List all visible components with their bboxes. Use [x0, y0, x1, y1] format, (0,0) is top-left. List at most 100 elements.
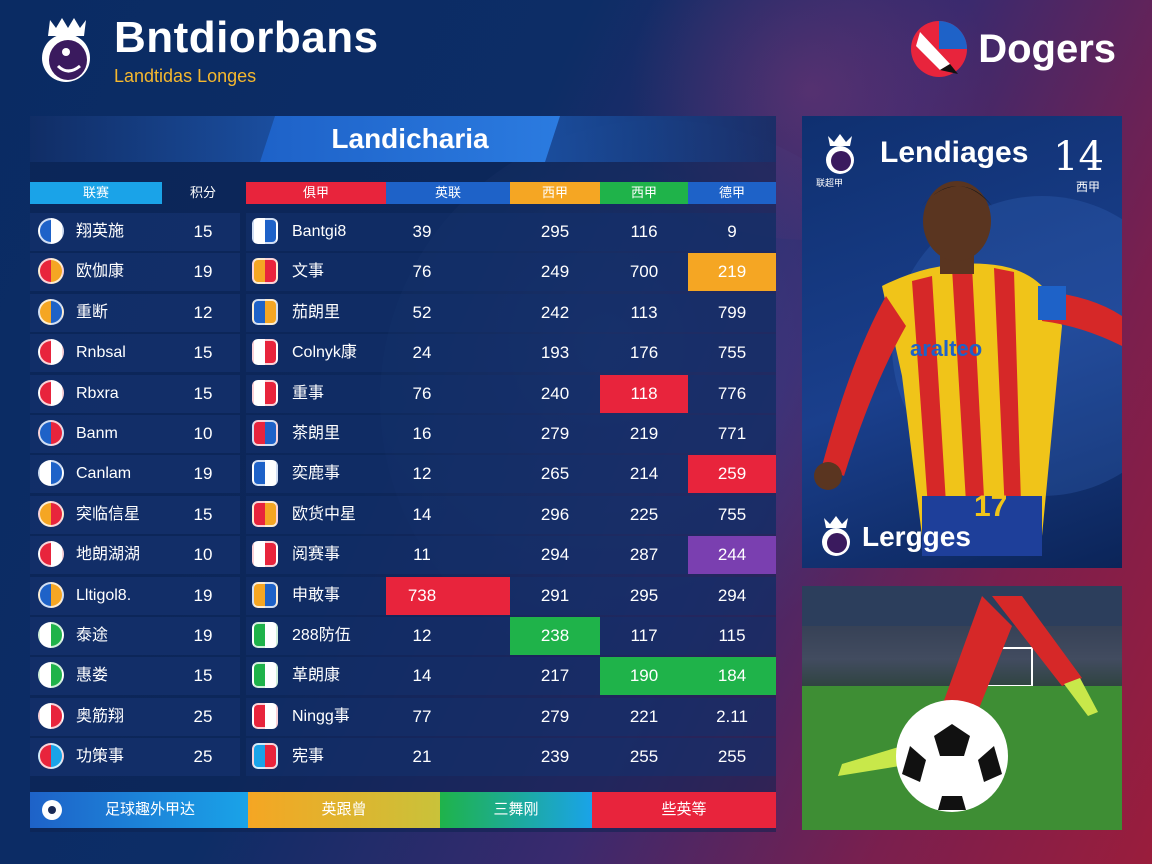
- league-cell: [30, 616, 240, 655]
- club-name[interactable]: Colnyk康: [292, 344, 357, 362]
- header-col-5[interactable]: 德甲: [688, 182, 776, 204]
- stat-c4: 771: [717, 423, 747, 443]
- table-row[interactable]: 重断 12 茄朗里 52 242 113 799: [30, 293, 776, 333]
- card-number: 14: [1053, 134, 1104, 180]
- club-crest-icon: [252, 581, 278, 608]
- stat-c3: 118: [630, 383, 658, 403]
- club-name[interactable]: Ningg事: [292, 707, 350, 725]
- club-crest-icon: [252, 379, 278, 406]
- stat-c3: 190: [629, 666, 659, 686]
- table-row[interactable]: 突临信星 15 欧货中星 14 296 225 755: [30, 495, 776, 535]
- league-cell: [30, 697, 240, 736]
- club-name[interactable]: Bantgi8: [292, 223, 347, 240]
- stat-c1: 21: [412, 747, 432, 767]
- stat-c3: 700: [629, 262, 659, 282]
- stat-c2: 279: [540, 706, 570, 726]
- club-name[interactable]: 阅赛事: [292, 546, 341, 564]
- stat-c4: 799: [717, 302, 747, 322]
- league-name: Canlam: [76, 465, 132, 483]
- club-name[interactable]: 申敢事: [292, 586, 341, 604]
- stat-c3: 116: [630, 222, 658, 241]
- club-name[interactable]: 重事: [292, 384, 325, 402]
- club-cell: [246, 293, 776, 332]
- stat-c2: 295: [540, 222, 570, 241]
- club-cell: [246, 455, 776, 494]
- header-col-2[interactable]: 英联: [386, 182, 510, 204]
- table-row[interactable]: 泰途 19 288防伍 12 238 117 115: [30, 616, 776, 656]
- league-cell: [30, 253, 240, 292]
- table-row[interactable]: 功策事 25 宪事 21 239 255 255: [30, 737, 776, 777]
- stat-c2: 242: [540, 302, 570, 322]
- club-crest-icon: [252, 218, 278, 244]
- card-number-sub: 西甲: [1075, 180, 1100, 194]
- club-name[interactable]: 奕鹿事: [292, 465, 341, 483]
- player-figure-icon: 17 aralteo: [814, 181, 1122, 556]
- table-row[interactable]: 地朗湖湖 10 阅赛事 11 294 287 244: [30, 535, 776, 575]
- header-col-4[interactable]: 西甲: [600, 182, 688, 204]
- table-row[interactable]: 奥筋翔 25 Ningg事 77 279 221 2.11: [30, 697, 776, 737]
- footer-seg-1[interactable]: 足球趣外甲达: [30, 792, 248, 828]
- footer-seg-4[interactable]: 些英等: [592, 792, 776, 828]
- league-cell: [30, 576, 240, 615]
- stat-c1: 16: [412, 423, 432, 443]
- club-crest-icon: [252, 621, 278, 648]
- league-crest-icon: [38, 298, 64, 325]
- card-lion-icon: [820, 132, 860, 181]
- footer-label-1: 足球趣外甲达: [104, 801, 195, 818]
- stat-c2: 291: [540, 585, 570, 605]
- stat-c2: 265: [540, 464, 570, 484]
- table-row[interactable]: Rbxra 15 重事 76 240 118 776: [30, 374, 776, 414]
- table-row[interactable]: Lltigol8. 19 申敢事 738 291 295 294: [30, 576, 776, 616]
- table-footer: 足球趣外甲达 英跟曾 三舞刚 些英等: [30, 792, 776, 828]
- club-name[interactable]: 288防伍: [292, 626, 351, 644]
- league-cell: [30, 738, 240, 777]
- club-crest-icon: [252, 419, 278, 446]
- header-col-3[interactable]: 西甲: [510, 182, 600, 204]
- club-name[interactable]: 文事: [292, 263, 325, 281]
- club-cell: [246, 253, 776, 292]
- footer-seg-2[interactable]: 英跟曾: [248, 792, 440, 828]
- club-crest-icon: [252, 460, 278, 487]
- club-name[interactable]: 茶朗里: [292, 424, 341, 442]
- footer-seg-3[interactable]: 三舞刚: [440, 792, 592, 828]
- jersey-sponsor: aralteo: [910, 336, 982, 361]
- table-row[interactable]: Rnbsal 15 Colnyk康 24 193 176 755: [30, 333, 776, 373]
- table-row[interactable]: Banm 10 茶朗里 16 279 219 771: [30, 414, 776, 454]
- stat-c1: 14: [412, 666, 432, 686]
- league-points: 15: [193, 666, 213, 686]
- table-row[interactable]: 欧伽康 19 文事 76 249 700 219: [30, 252, 776, 292]
- club-cell: [246, 697, 776, 736]
- brand-header: Bntdiorbans Landtidas Longes: [36, 12, 379, 87]
- stat-c4: 244: [717, 545, 747, 565]
- player-card[interactable]: 17 aralteo 联超甲 Lendiages 14 西甲 Lergges: [802, 116, 1122, 568]
- league-cell: [30, 657, 240, 696]
- club-cell: [246, 334, 776, 373]
- league-cell: [30, 455, 240, 494]
- league-name: 功策事: [76, 748, 125, 766]
- league-points: 15: [193, 222, 213, 241]
- club-name[interactable]: 欧货中星: [292, 505, 357, 523]
- club-name[interactable]: 革朗康: [292, 667, 341, 685]
- league-points: 25: [193, 706, 213, 726]
- header-col-1[interactable]: 俱甲: [246, 182, 386, 204]
- stat-c4: 255: [717, 747, 747, 767]
- stat-c4: 2.11: [716, 706, 748, 726]
- stat-c1: 39: [412, 222, 432, 241]
- card-footer-label: Lergges: [862, 521, 971, 552]
- stat-c2: 238: [540, 625, 570, 645]
- header-points[interactable]: 积分: [189, 185, 216, 200]
- stat-c2: 240: [540, 383, 570, 403]
- table-row[interactable]: Canlam 19 奕鹿事 12 265 214 259: [30, 454, 776, 494]
- club-name[interactable]: 宪事: [292, 748, 325, 766]
- league-crest-icon: [38, 541, 64, 568]
- club-crest-icon: [252, 339, 278, 366]
- highlight-cell: [386, 576, 510, 615]
- table-row[interactable]: 翔英施 15 Bantgi8 39 295 116 9: [30, 212, 776, 252]
- club-name[interactable]: 茄朗里: [292, 303, 341, 321]
- table-row[interactable]: 惠娄 15 革朗康 14 217 190 184: [30, 656, 776, 696]
- league-name: 地朗湖湖: [76, 546, 141, 564]
- league-points: 15: [193, 504, 213, 524]
- panel-title: Landicharia: [260, 116, 560, 162]
- header-league[interactable]: 联赛: [30, 182, 162, 204]
- stat-c3: 221: [629, 706, 659, 726]
